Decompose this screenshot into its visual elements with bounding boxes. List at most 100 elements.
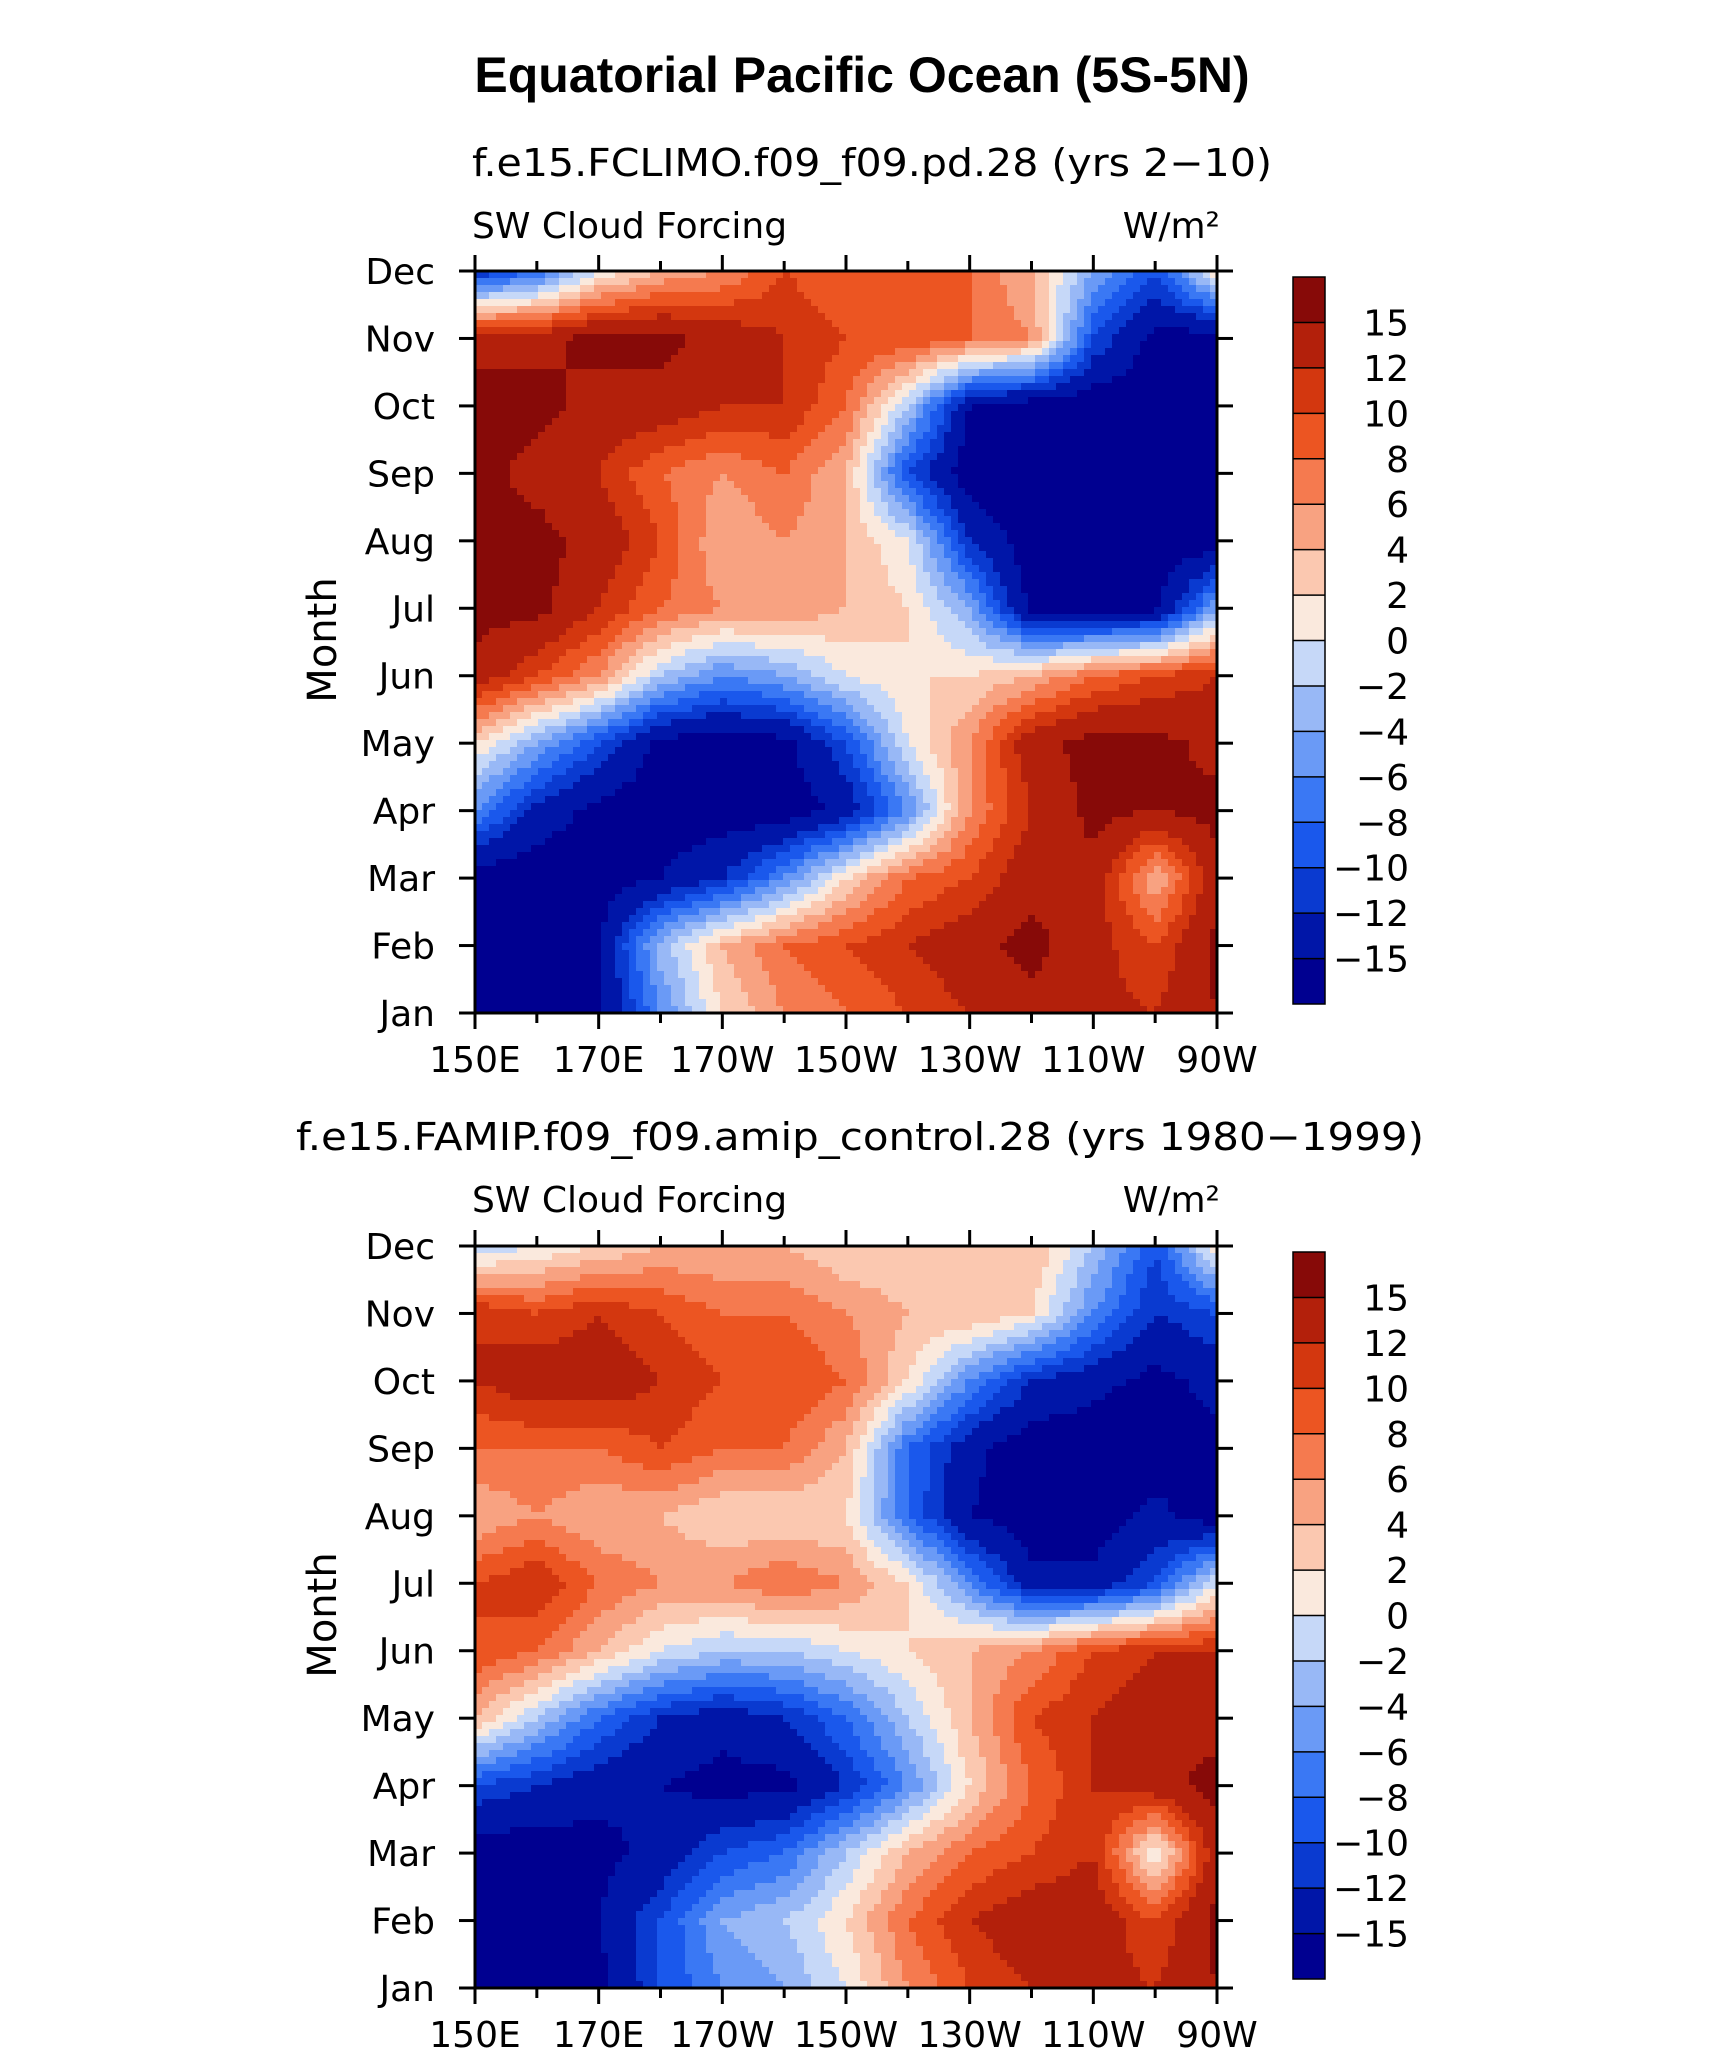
heatmap-cell bbox=[979, 432, 987, 440]
heatmap-cell bbox=[720, 551, 728, 559]
heatmap-cell bbox=[1098, 453, 1106, 461]
heatmap-cell bbox=[1168, 509, 1176, 517]
heatmap-cell bbox=[916, 593, 924, 601]
heatmap-cell bbox=[545, 523, 553, 531]
heatmap-cell bbox=[608, 348, 616, 356]
heatmap-cell bbox=[1182, 530, 1190, 538]
heatmap-cell bbox=[923, 334, 931, 342]
heatmap-cell bbox=[692, 369, 700, 377]
heatmap-cell bbox=[846, 376, 854, 384]
heatmap-cell bbox=[587, 411, 595, 419]
heatmap-cell bbox=[916, 285, 924, 293]
heatmap-cell bbox=[762, 278, 770, 286]
heatmap-cell bbox=[601, 488, 609, 496]
heatmap-cell bbox=[1091, 313, 1099, 321]
heatmap-cell bbox=[846, 334, 854, 342]
heatmap-cell bbox=[776, 432, 784, 440]
heatmap-cell bbox=[951, 397, 959, 405]
heatmap-cell bbox=[951, 404, 959, 412]
heatmap-cell bbox=[811, 572, 819, 580]
heatmap-cell bbox=[657, 558, 665, 566]
heatmap-cell bbox=[594, 586, 602, 594]
heatmap-cell bbox=[1203, 404, 1211, 412]
heatmap-cell bbox=[790, 516, 798, 524]
heatmap-cell bbox=[790, 306, 798, 314]
heatmap-cell bbox=[1077, 523, 1085, 531]
heatmap-cell bbox=[1189, 474, 1197, 482]
heatmap-cell bbox=[559, 495, 567, 503]
heatmap-cell bbox=[531, 558, 539, 566]
heatmap-cell bbox=[825, 558, 833, 566]
heatmap-cell bbox=[881, 411, 889, 419]
heatmap-cell bbox=[531, 411, 539, 419]
heatmap-cell bbox=[727, 593, 735, 601]
heatmap-cell bbox=[1014, 467, 1022, 475]
heatmap-cell bbox=[678, 516, 686, 524]
heatmap-cell bbox=[496, 600, 504, 608]
heatmap-cell bbox=[790, 411, 798, 419]
heatmap-cell bbox=[489, 453, 497, 461]
heatmap-cell bbox=[790, 530, 798, 538]
heatmap-cell bbox=[860, 530, 868, 538]
heatmap-cell bbox=[1119, 502, 1127, 510]
heatmap-cell bbox=[762, 551, 770, 559]
heatmap-cell bbox=[580, 544, 588, 552]
heatmap-cell bbox=[874, 460, 882, 468]
heatmap-cell bbox=[629, 530, 637, 538]
heatmap-cell bbox=[1105, 579, 1113, 587]
heatmap-cell bbox=[1021, 495, 1029, 503]
heatmap-cell bbox=[986, 285, 994, 293]
heatmap-cell bbox=[944, 362, 952, 370]
heatmap-cell bbox=[1014, 306, 1022, 314]
heatmap-cell bbox=[566, 502, 574, 510]
heatmap-cell bbox=[769, 460, 777, 468]
heatmap-cell bbox=[1063, 334, 1071, 342]
heatmap-cell bbox=[888, 572, 896, 580]
heatmap-cell bbox=[1168, 446, 1176, 454]
heatmap-cell bbox=[615, 390, 623, 398]
heatmap-cell bbox=[1154, 397, 1162, 405]
heatmap-cell bbox=[916, 320, 924, 328]
heatmap-cell bbox=[1175, 460, 1183, 468]
heatmap-cell bbox=[1035, 460, 1043, 468]
heatmap-cell bbox=[1049, 348, 1057, 356]
heatmap-cell bbox=[524, 586, 532, 594]
heatmap-cell bbox=[965, 306, 973, 314]
heatmap-cell bbox=[741, 579, 749, 587]
heatmap-cell bbox=[727, 453, 735, 461]
heatmap-cell bbox=[1140, 292, 1148, 300]
heatmap-cell bbox=[1042, 390, 1050, 398]
heatmap-cell bbox=[993, 453, 1001, 461]
heatmap-cell bbox=[993, 572, 1001, 580]
heatmap-cell bbox=[601, 285, 609, 293]
heatmap-cell bbox=[972, 530, 980, 538]
heatmap-cell bbox=[489, 292, 497, 300]
heatmap-cell bbox=[1196, 383, 1204, 391]
heatmap-cell bbox=[881, 299, 889, 307]
heatmap-cell bbox=[720, 502, 728, 510]
heatmap-cell bbox=[1147, 453, 1155, 461]
heatmap-cell bbox=[1014, 355, 1022, 363]
heatmap-cell bbox=[566, 474, 574, 482]
heatmap-cell bbox=[1147, 348, 1155, 356]
heatmap-cell bbox=[1000, 425, 1008, 433]
heatmap-cell bbox=[671, 558, 679, 566]
heatmap-cell bbox=[1196, 425, 1204, 433]
heatmap-cell bbox=[1000, 530, 1008, 538]
heatmap-cell bbox=[615, 278, 623, 286]
heatmap-cell bbox=[1014, 593, 1022, 601]
heatmap-cell bbox=[699, 306, 707, 314]
heatmap-cell bbox=[587, 509, 595, 517]
heatmap-cell bbox=[895, 320, 903, 328]
heatmap-cell bbox=[713, 558, 721, 566]
heatmap-cell bbox=[685, 355, 693, 363]
heatmap-cell bbox=[965, 446, 973, 454]
heatmap-cell bbox=[755, 551, 763, 559]
heatmap-cell bbox=[1126, 544, 1134, 552]
heatmap-cell bbox=[1063, 348, 1071, 356]
heatmap-cell bbox=[1007, 558, 1015, 566]
heatmap-cell bbox=[846, 404, 854, 412]
heatmap-cell bbox=[1035, 299, 1043, 307]
heatmap-cell bbox=[776, 593, 784, 601]
heatmap-cell bbox=[1119, 299, 1127, 307]
